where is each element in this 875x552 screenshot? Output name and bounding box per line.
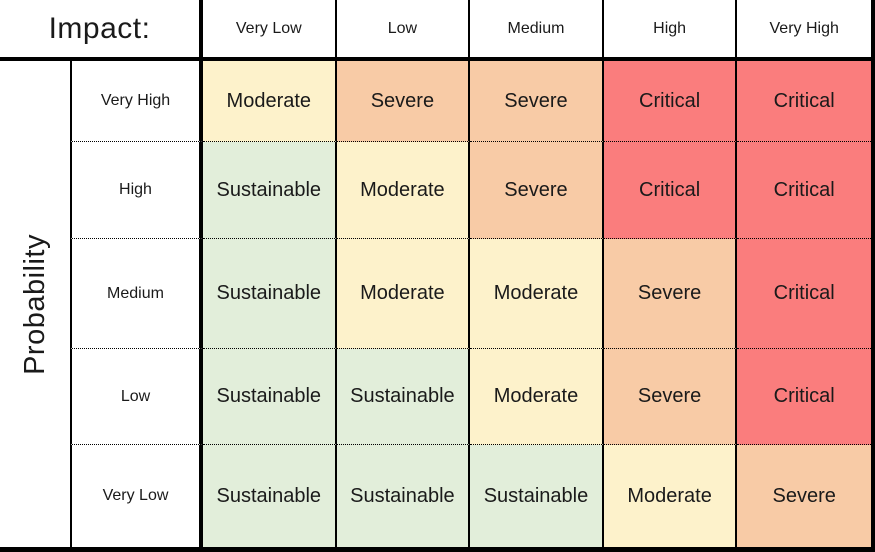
matrix-cell: Severe (470, 142, 604, 239)
matrix-cell: Critical (737, 349, 871, 445)
matrix-cell: Sustainable (203, 142, 337, 239)
matrix-cell: Sustainable (203, 239, 337, 349)
row-label-low: Low (70, 349, 203, 445)
matrix-cell: Sustainable (336, 349, 471, 445)
matrix-cell: Severe (470, 61, 604, 142)
col-header-very-high: Very High (737, 0, 871, 61)
matrix-cell: Moderate (336, 239, 471, 349)
matrix-cell: Severe (737, 445, 871, 547)
col-header-high: High (603, 0, 738, 61)
col-header-medium: Medium (470, 0, 604, 61)
matrix-cell: Moderate (603, 445, 738, 547)
matrix-cell: Severe (336, 61, 471, 142)
col-header-very-low: Very Low (203, 0, 337, 61)
matrix-cell: Sustainable (470, 445, 604, 547)
matrix-cell: Moderate (203, 61, 337, 142)
matrix-cell: Critical (603, 142, 738, 239)
matrix-cell: Critical (737, 142, 871, 239)
matrix-cell: Severe (603, 349, 738, 445)
col-header-low: Low (336, 0, 471, 61)
matrix-cell: Moderate (470, 349, 604, 445)
matrix-cell: Sustainable (203, 349, 337, 445)
probability-axis: Probability (0, 61, 70, 547)
row-label-very-low: Very Low (70, 445, 203, 547)
row-label-high: High (70, 142, 203, 239)
row-label-medium: Medium (70, 239, 203, 349)
matrix-cell: Severe (603, 239, 738, 349)
matrix-cell: Critical (737, 239, 871, 349)
matrix-cell: Moderate (336, 142, 471, 239)
matrix-cell: Sustainable (336, 445, 471, 547)
matrix-cell: Critical (737, 61, 871, 142)
matrix-cell: Critical (603, 61, 738, 142)
probability-axis-label: Probability (18, 233, 51, 375)
impact-axis-label: Impact: (0, 0, 203, 61)
matrix-cell: Sustainable (203, 445, 337, 547)
matrix-cell: Moderate (470, 239, 604, 349)
row-label-very-high: Very High (70, 61, 203, 142)
